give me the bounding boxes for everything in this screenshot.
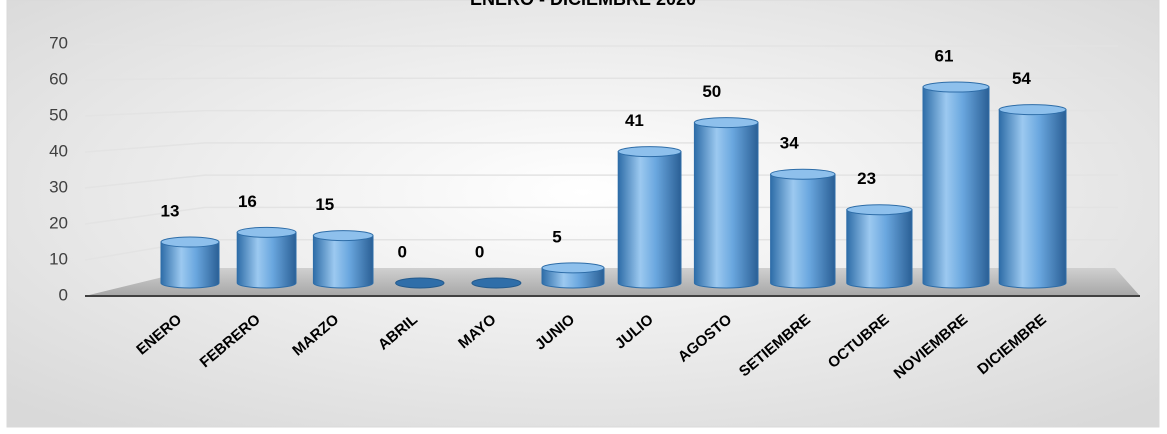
bar bbox=[998, 104, 1067, 289]
bar-top bbox=[160, 236, 220, 248]
bar-top bbox=[922, 81, 990, 93]
bar-top bbox=[395, 277, 445, 289]
data-label: 13 bbox=[161, 202, 180, 221]
data-label: 41 bbox=[625, 111, 644, 130]
bar bbox=[541, 262, 605, 289]
bar-top bbox=[998, 104, 1067, 116]
data-label: 54 bbox=[1012, 69, 1031, 88]
bar-top bbox=[541, 262, 605, 274]
bar-body bbox=[693, 122, 759, 289]
bar-body bbox=[998, 109, 1067, 289]
bar bbox=[471, 277, 522, 289]
grid-line bbox=[84, 43, 1118, 47]
grid-line bbox=[84, 77, 1118, 81]
bar bbox=[693, 117, 759, 289]
data-label: 16 bbox=[238, 192, 257, 211]
bar bbox=[395, 277, 445, 289]
chart-title: ENERO - DICIEMBRE 2020 bbox=[470, 0, 696, 9]
y-tick-label: 0 bbox=[59, 285, 68, 304]
bar-top bbox=[770, 168, 836, 180]
data-label: 61 bbox=[935, 47, 954, 66]
bar bbox=[160, 236, 220, 289]
bar-top bbox=[236, 226, 297, 238]
y-tick-label: 10 bbox=[49, 249, 68, 268]
bar-top bbox=[693, 117, 759, 129]
bar-body bbox=[236, 231, 297, 289]
bar bbox=[770, 168, 836, 289]
bar-body bbox=[846, 209, 913, 289]
data-label: 0 bbox=[397, 242, 406, 261]
y-tick-label: 70 bbox=[49, 33, 68, 52]
data-label: 23 bbox=[857, 169, 876, 188]
grid-line bbox=[84, 109, 1118, 117]
data-label: 5 bbox=[552, 227, 561, 246]
y-tick-label: 20 bbox=[49, 213, 68, 232]
bar-body bbox=[922, 86, 990, 289]
bar-body bbox=[541, 267, 605, 289]
bar-top bbox=[471, 277, 522, 289]
y-tick-label: 30 bbox=[49, 177, 68, 196]
bar-body bbox=[617, 151, 682, 289]
grid-line bbox=[84, 142, 1118, 153]
bar-top bbox=[617, 146, 682, 158]
y-tick-label: 50 bbox=[49, 105, 68, 124]
bar bbox=[846, 204, 913, 289]
bar bbox=[922, 81, 990, 289]
data-label: 50 bbox=[702, 82, 721, 101]
bar-body bbox=[160, 241, 220, 289]
bar-body bbox=[312, 235, 374, 289]
data-label: 0 bbox=[475, 242, 484, 261]
data-label: 15 bbox=[315, 195, 334, 214]
data-label: 34 bbox=[780, 134, 799, 153]
y-tick-label: 40 bbox=[49, 141, 68, 160]
bar-top bbox=[312, 230, 374, 242]
y-tick-label: 60 bbox=[49, 69, 68, 88]
bar bbox=[617, 146, 682, 289]
bar bbox=[312, 230, 374, 289]
bar-top bbox=[846, 204, 913, 216]
bar-body bbox=[770, 173, 836, 289]
bar bbox=[236, 226, 297, 289]
